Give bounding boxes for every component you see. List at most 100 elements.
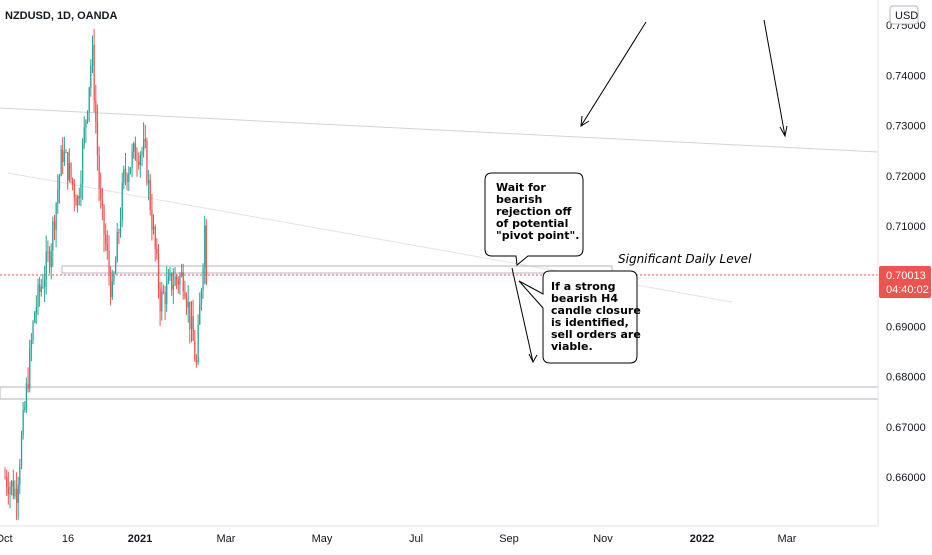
candles — [4, 29, 207, 521]
candle-body — [12, 481, 14, 497]
callout-1[interactable]: Wait for bearish rejection off of potent… — [484, 172, 584, 266]
callout-1-line: bearish — [496, 193, 542, 206]
x-tick-label: 2022 — [690, 533, 714, 545]
candle-body — [166, 282, 168, 305]
support-zone[interactable] — [0, 386, 879, 400]
candle-body — [48, 252, 51, 268]
y-tick-label: 0.72000 — [886, 171, 926, 183]
y-tick-label: 0.67000 — [886, 422, 926, 434]
x-tick-label: Mar — [217, 533, 236, 545]
candle-body — [199, 304, 201, 325]
callout-2-line: bearish H4 — [551, 292, 618, 305]
candle-body — [126, 175, 128, 182]
callout-1-line: rejection off — [496, 205, 571, 218]
candle-body — [154, 226, 156, 249]
candle-body — [157, 253, 160, 289]
callout-2-box — [518, 270, 638, 364]
candle-body — [25, 383, 28, 407]
arrow-right-diagonal[interactable] — [763, 19, 786, 137]
x-tick-label: Sep — [499, 533, 519, 545]
candle-body — [148, 180, 150, 184]
candle-body — [143, 139, 145, 151]
candle-body — [139, 155, 141, 165]
candle-body — [171, 273, 173, 290]
candle-body — [116, 232, 118, 262]
candle-body — [55, 203, 57, 230]
candle-body — [118, 232, 120, 233]
projection-arrows — [511, 19, 788, 364]
y-tick-label: 0.66000 — [886, 472, 926, 484]
callout-1-box — [484, 172, 584, 266]
candle-body — [73, 184, 75, 198]
arrowhead-icon — [580, 115, 590, 127]
candle-body — [47, 251, 49, 253]
callout-2-line: viable. — [551, 340, 593, 353]
candle-body — [68, 163, 70, 181]
time-axis-panel[interactable] — [0, 526, 878, 550]
symbol-title[interactable]: NZDUSD, 1D, OANDA — [5, 10, 118, 22]
candle-body — [129, 167, 132, 174]
candle-body — [85, 120, 87, 128]
candle-body — [67, 152, 69, 181]
candle-body — [9, 486, 11, 495]
arrowhead-icon — [779, 125, 788, 138]
candle-body — [176, 276, 178, 281]
candle-body — [29, 347, 31, 389]
candle-body — [141, 150, 143, 156]
candle-body — [91, 44, 94, 66]
candle-body — [164, 292, 166, 304]
arrow-left-diagonal[interactable] — [580, 21, 647, 127]
candle-body — [35, 307, 37, 313]
candle-body — [42, 286, 44, 288]
down-projection-arrow[interactable] — [511, 267, 534, 363]
candle-body — [93, 44, 95, 101]
candle-body — [162, 291, 165, 293]
candle-body — [111, 281, 113, 298]
last-price-value: 0.70013 — [886, 270, 926, 282]
candle-body — [131, 151, 133, 168]
currency-button[interactable] — [889, 5, 919, 25]
candle-body — [174, 276, 176, 286]
candle-body — [179, 275, 181, 285]
candle-body — [22, 409, 24, 436]
candle-body — [181, 272, 183, 276]
callout-2[interactable]: If a strong bearish H4 candle closure is… — [518, 270, 641, 364]
candle-body — [88, 87, 90, 112]
candle-body — [7, 487, 9, 495]
candle-body — [82, 144, 84, 184]
candle-body — [32, 322, 34, 341]
candle-body — [98, 155, 100, 189]
candle-body — [151, 209, 153, 230]
last-price-badge — [879, 266, 931, 298]
candle-body — [204, 225, 206, 268]
candle-body — [119, 220, 122, 233]
candle-body — [11, 481, 13, 487]
candle-body — [194, 340, 196, 361]
candle-body — [144, 139, 146, 142]
significant-daily-level-label[interactable]: Significant Daily Level — [618, 252, 752, 266]
candle-body — [121, 183, 123, 221]
candle-body — [70, 163, 72, 179]
candle-body — [185, 297, 188, 308]
y-axis-ticks: 0.750000.740000.730000.720000.710000.700… — [886, 20, 926, 484]
candle-body — [124, 168, 127, 176]
y-tick-label: 0.71000 — [886, 221, 926, 233]
candle-body — [113, 274, 115, 282]
candle-body — [80, 183, 82, 199]
candle-body — [63, 152, 66, 162]
candle-body — [202, 267, 204, 290]
callout-2-line: is identified, — [551, 316, 629, 329]
upper-trendline[interactable] — [0, 107, 879, 153]
candle-body — [75, 197, 77, 206]
candle-body — [40, 286, 42, 292]
callout-1-line: Wait for — [496, 181, 546, 194]
candle-body — [62, 149, 64, 162]
x-tick-label: Oct — [0, 533, 13, 545]
callout-2-line: sell orders are — [551, 328, 641, 341]
significant-level-box[interactable] — [61, 265, 613, 274]
candle-body — [134, 143, 137, 161]
candle-body — [77, 196, 79, 206]
candle-body — [115, 261, 117, 275]
